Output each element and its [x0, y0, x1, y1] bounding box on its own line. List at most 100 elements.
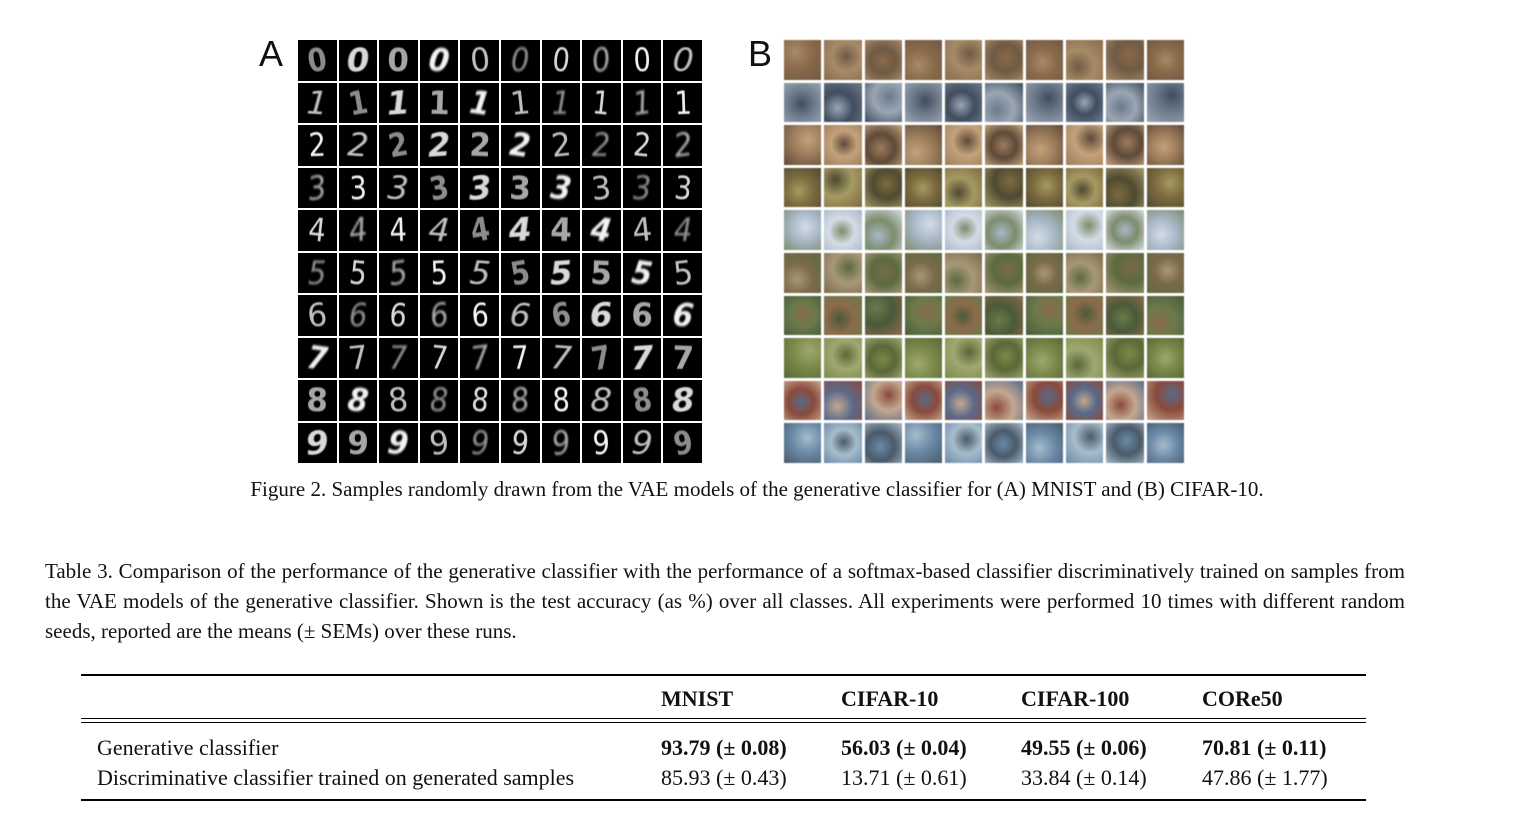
cifar-sample-row2-col10: [1146, 82, 1184, 123]
figure-caption: Figure 2. Samples randomly drawn from th…: [250, 477, 1264, 501]
cifar-sample-row6-col1: [784, 252, 822, 293]
mnist-sample-1-7: 1: [541, 82, 581, 123]
cifar-sample-row4-col6: [985, 167, 1023, 208]
mnist-sample-0-1: 0: [298, 40, 337, 81]
cifar-sample-row10-col6: [985, 423, 1023, 463]
cifar-sample-row7-col6: [985, 295, 1023, 336]
cifar-sample-row5-col2: [824, 210, 862, 250]
mnist-sample-1-5: 1: [460, 82, 499, 123]
cell-generative-core50: 70.81 (± 0.11): [1202, 735, 1327, 760]
cifar-sample-row7-col10: [1146, 295, 1184, 336]
cifar-sample-row5-col10: [1146, 210, 1184, 250]
column-header-core50: CORe50: [1202, 686, 1283, 711]
mnist-sample-7-1: 7: [298, 337, 337, 378]
cifar-sample-row7-col5: [945, 295, 983, 336]
mnist-sample-1-10: 1: [663, 82, 702, 123]
cifar-sample-row5-col8: [1066, 210, 1104, 250]
header-double-rule-lower: [81, 722, 1366, 723]
mnist-sample-7-2: 7: [338, 337, 378, 378]
cifar-sample-row9-col4: [904, 380, 943, 421]
cifar-sample-row4-col7: [1025, 167, 1064, 208]
mnist-sample-0-9: 0: [622, 40, 662, 81]
table-top-rule: [81, 674, 1366, 676]
mnist-sample-4-8: 4: [582, 210, 621, 251]
mnist-sample-5-10: 5: [663, 252, 702, 293]
panel-a-label: A: [259, 33, 284, 74]
mnist-sample-9-2: 9: [338, 422, 378, 463]
cifar-sample-row4-col9: [1106, 167, 1144, 208]
mnist-sample-4-1: 4: [298, 210, 337, 251]
mnist-sample-9-4: 9: [419, 422, 459, 463]
mnist-sample-8-7: 8: [541, 380, 581, 421]
mnist-sample-6-4: 6: [419, 295, 459, 336]
cifar-sample-row8-col10: [1146, 338, 1184, 378]
mnist-sample-3-2: 3: [338, 167, 378, 208]
mnist-sample-9-3: 9: [379, 422, 418, 463]
mnist-sample-7-7: 7: [541, 337, 581, 378]
mnist-sample-6-5: 6: [460, 295, 499, 336]
cifar-sample-row1-col5: [945, 40, 983, 80]
cifar-sample-row3-col1: [784, 125, 822, 165]
cifar-sample-row6-col7: [1025, 252, 1064, 293]
mnist-sample-7-9: 7: [622, 337, 662, 378]
mnist-sample-9-9: 9: [622, 422, 662, 463]
mnist-sample-1-4: 1: [419, 82, 459, 123]
cifar-sample-row7-col9: [1106, 295, 1144, 336]
mnist-sample-4-6: 4: [500, 210, 540, 251]
mnist-sample-4-5: 4: [460, 210, 499, 251]
cifar-sample-row2-col1: [784, 82, 822, 123]
cifar-sample-row10-col10: [1146, 423, 1184, 463]
mnist-sample-8-8: 8: [582, 380, 621, 421]
mnist-sample-0-3: 0: [379, 40, 418, 81]
mnist-sample-0-10: 0: [663, 40, 702, 81]
cifar-sample-row6-col5: [945, 252, 983, 293]
cifar-sample-row9-col2: [824, 380, 862, 421]
cifar-sample-row3-col5: [945, 125, 983, 165]
mnist-sample-3-9: 3: [622, 167, 662, 208]
mnist-sample-7-3: 7: [379, 337, 418, 378]
mnist-sample-8-3: 8: [379, 380, 418, 421]
cifar-sample-row10-col9: [1106, 423, 1144, 463]
cifar-sample-row8-col4: [904, 338, 943, 378]
cifar-sample-row3-col3: [864, 125, 902, 165]
mnist-sample-5-8: 5: [582, 252, 621, 293]
mnist-sample-6-7: 6: [541, 295, 581, 336]
mnist-sample-8-9: 8: [622, 380, 662, 421]
cifar-sample-row5-col4: [904, 210, 943, 250]
cifar-sample-row4-col10: [1146, 167, 1184, 208]
cifar-sample-row6-col9: [1106, 252, 1144, 293]
cifar-sample-grid: [784, 40, 1184, 463]
cifar-sample-row3-col2: [824, 125, 862, 165]
mnist-sample-6-9: 6: [622, 295, 662, 336]
cifar-sample-row1-col3: [864, 40, 902, 80]
mnist-sample-4-3: 4: [379, 210, 418, 251]
mnist-sample-8-2: 8: [338, 380, 378, 421]
cifar-sample-row1-col8: [1066, 40, 1104, 80]
column-header-cifar100: CIFAR-100: [1021, 686, 1130, 711]
mnist-sample-7-10: 7: [663, 337, 702, 378]
cifar-sample-row3-col10: [1146, 125, 1184, 165]
mnist-sample-8-6: 8: [500, 380, 540, 421]
column-header-mnist: MNIST: [661, 686, 734, 711]
cifar-sample-row10-col2: [824, 423, 862, 463]
mnist-sample-3-8: 3: [582, 167, 621, 208]
panel-b-label: B: [748, 33, 773, 74]
mnist-sample-9-7: 9: [541, 422, 581, 463]
mnist-sample-2-7: 2: [541, 125, 581, 166]
cifar-sample-row9-col7: [1025, 380, 1064, 421]
mnist-sample-6-2: 6: [338, 295, 378, 336]
mnist-sample-2-5: 2: [460, 125, 499, 166]
mnist-sample-4-10: 4: [663, 210, 702, 251]
cifar-sample-row9-col8: [1066, 380, 1104, 421]
mnist-sample-2-9: 2: [622, 125, 662, 166]
cifar-sample-row10-col4: [904, 423, 943, 463]
cifar-sample-row4-col2: [824, 167, 862, 208]
cifar-sample-row2-col9: [1106, 82, 1144, 123]
mnist-sample-1-8: 1: [582, 82, 621, 123]
mnist-sample-3-4: 3: [419, 167, 459, 208]
mnist-sample-2-6: 2: [500, 125, 540, 166]
cifar-sample-row5-col5: [945, 210, 983, 250]
cifar-sample-row3-col8: [1066, 125, 1104, 165]
cifar-sample-row1-col1: [784, 40, 822, 80]
table-caption: Table 3. Comparison of the performance o…: [45, 559, 1405, 643]
